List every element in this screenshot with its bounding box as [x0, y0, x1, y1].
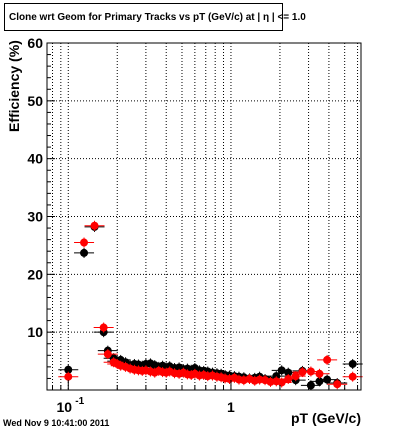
timestamp-footer: Wed Nov 9 10:41:00 2011 [3, 418, 110, 428]
marker [298, 368, 307, 377]
data-point-black [74, 247, 95, 258]
data-point-black [58, 364, 79, 375]
marker [323, 355, 332, 364]
data-point-black [317, 374, 338, 385]
chart-title-box: Clone wrt Geom for Primary Tracks vs pT … [4, 3, 306, 31]
marker [99, 323, 108, 332]
x-tick-label: 10 [56, 399, 72, 415]
marker [333, 380, 342, 389]
marker [315, 369, 324, 378]
marker [266, 377, 275, 386]
y-axis-label: Efficiency (%) [6, 40, 22, 132]
data-point-red [93, 322, 114, 333]
x-axis-label: pT (GeV/c) [291, 410, 361, 426]
axis-labels: Efficiency (%) pT (GeV/c) 10 20 30 40 50 60 10… [6, 35, 361, 426]
data-point-red [327, 379, 348, 390]
marker [90, 221, 99, 230]
data-point-red [317, 354, 338, 365]
marker [103, 350, 112, 359]
marker [323, 375, 332, 384]
data-point-red [84, 220, 105, 231]
marker [64, 372, 73, 381]
data-point-red [309, 368, 330, 379]
marker [277, 378, 286, 387]
data-point-red [97, 349, 118, 360]
y-tick-label: 50 [27, 93, 43, 109]
data-point-red [342, 371, 363, 382]
y-tick-label: 10 [27, 324, 43, 340]
marker [284, 368, 293, 377]
data-point-red [74, 237, 95, 248]
axes [46, 42, 362, 391]
y-tick-label: 20 [27, 266, 43, 282]
plot-frame [46, 42, 362, 391]
chart-title: Clone wrt Geom for Primary Tracks vs pT … [9, 12, 306, 23]
marker [291, 372, 300, 381]
marker [348, 359, 357, 368]
data-point-black [342, 358, 363, 369]
data-points [58, 220, 363, 391]
grid-lines [47, 42, 361, 390]
y-tick-label: 40 [27, 151, 43, 167]
marker [284, 375, 293, 384]
x-tick-label: 1 [227, 399, 235, 415]
marker [348, 372, 357, 381]
marker [80, 248, 89, 257]
marker [80, 238, 89, 247]
y-tick-label: 60 [27, 35, 43, 51]
y-tick-label: 30 [27, 209, 43, 225]
x-tick-exponent: -1 [75, 396, 84, 407]
marker [64, 365, 73, 374]
data-point-red [285, 371, 306, 382]
